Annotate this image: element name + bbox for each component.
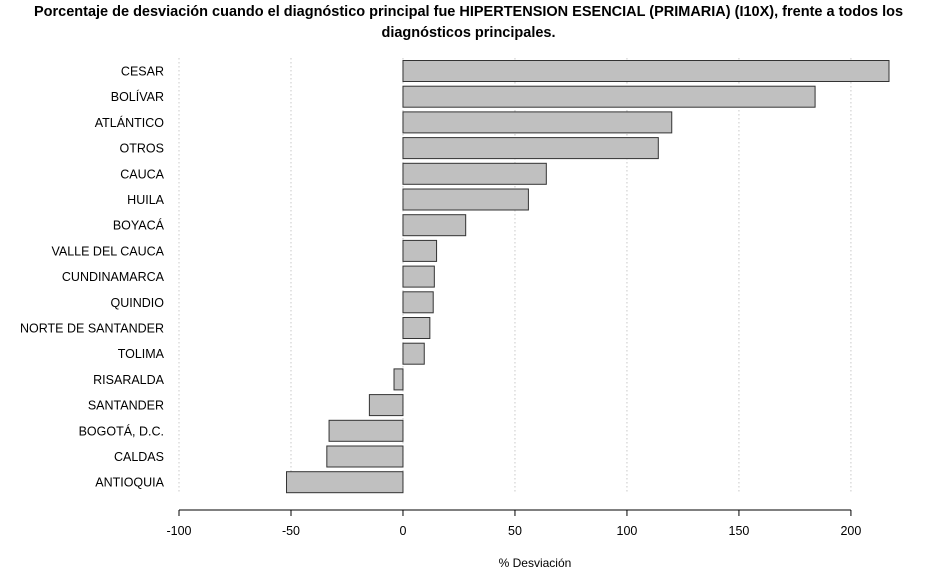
chart-title: Porcentaje de desviación cuando el diagn…: [33, 4, 904, 41]
bar: [402, 291, 434, 314]
bar: [402, 317, 431, 339]
category-label: QUINDIO: [111, 296, 165, 310]
category-label: CESAR: [121, 65, 164, 79]
category-label: CALDAS: [114, 450, 164, 464]
x-tick-label: 0: [399, 524, 406, 538]
category-label: NORTE DE SANTANDER: [20, 322, 164, 336]
x-axis-title: % Desviación: [499, 556, 572, 570]
bar: [402, 214, 467, 237]
category-label: BOYACÁ: [113, 218, 165, 233]
x-tick-label: 150: [729, 524, 750, 538]
x-tick-label: 50: [508, 524, 522, 538]
bar: [368, 394, 404, 417]
bar: [286, 471, 404, 494]
category-label: TOLIMA: [118, 347, 165, 361]
category-label: BOLÍVAR: [111, 89, 164, 104]
bar: [402, 60, 890, 82]
category-label: HUILA: [127, 193, 164, 207]
bar: [402, 162, 547, 185]
bar: [326, 445, 404, 468]
category-label: BOGOTÁ, D.C.: [79, 423, 164, 438]
x-tick-label: 100: [617, 524, 638, 538]
bar: [328, 419, 404, 442]
category-label: ANTIOQUIA: [95, 476, 164, 490]
category-label: VALLE DEL CAUCA: [51, 244, 164, 258]
bar: [402, 342, 425, 365]
bar: [402, 265, 435, 288]
x-tick-label: 200: [840, 524, 861, 538]
bars-group: [286, 60, 890, 494]
x-tick-label: -50: [282, 524, 300, 538]
category-label: RISARALDA: [93, 373, 165, 387]
category-label: ATLÁNTICO: [95, 115, 164, 130]
bar: [402, 85, 816, 108]
bar: [402, 137, 659, 160]
bar: [402, 239, 438, 262]
x-axis-ticks: -100 -50 0 50 100 150 200: [166, 510, 861, 538]
category-label: CAUCA: [120, 167, 164, 181]
bar: [402, 188, 529, 211]
category-labels: CESAR BOLÍVAR ATLÁNTICO OTROS CAUCA HUILA BOYA…: [20, 65, 165, 490]
bar: [402, 111, 673, 134]
bar: [393, 368, 404, 391]
category-label: CUNDINAMARCA: [62, 270, 165, 284]
x-tick-label: -100: [166, 524, 191, 538]
category-label: OTROS: [120, 142, 164, 156]
category-label: SANTANDER: [88, 399, 164, 413]
chart-title-wrap: Porcentaje de desviación cuando el diagn…: [0, 2, 937, 44]
